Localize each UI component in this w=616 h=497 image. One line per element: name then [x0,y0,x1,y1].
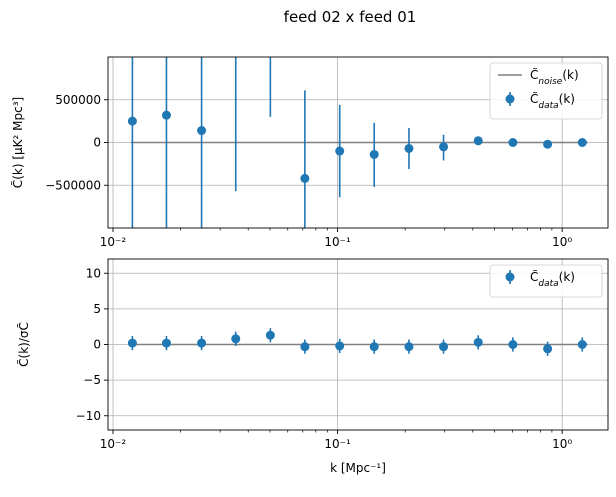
y-tick-label: 0 [93,338,101,352]
data-point [543,139,553,149]
x-tick-label: 10⁻² [100,437,127,451]
data-point [404,143,414,153]
data-point [161,110,171,120]
legend-data-swatch-dot [505,272,515,282]
data-point [577,340,587,349]
data-point [231,334,241,344]
data-point [508,138,518,147]
bottom-legend: C̃data(k) [489,264,603,298]
data-point [197,338,207,348]
legend-box [489,62,603,120]
legend-label: C̃data(k) [530,92,575,111]
bottom-x-label: k [Mpc⁻¹] [330,461,386,475]
y-tick-label: −500000 [45,178,101,192]
top-legend: C̃noise(k) C̃data(k) [489,62,603,120]
bottom-y-label: C̃(k)/σC̃ [17,322,31,367]
top-series [127,57,588,228]
y-tick-label: 0 [93,136,101,150]
bottom-panel: 10⁻² 10⁻¹ 10⁰ −10 −5 0 5 10 C̃(k)/σC̃ k [Mpc⁻¹… [17,258,609,475]
legend-data-swatch-dot [505,94,515,104]
top-x-ticks: 10⁻² 10⁻¹ 10⁰ [100,228,572,249]
data-point [127,116,137,126]
figure-title: feed 02 x feed 01 [284,8,417,26]
y-tick-label: −5 [83,373,101,387]
data-point [577,138,587,147]
y-tick-label: 5 [93,302,101,316]
bottom-x-ticks: 10⁻² 10⁻¹ 10⁰ [100,430,572,451]
x-tick-label: 10⁻¹ [324,235,351,249]
data-point [439,142,449,152]
legend-label: C̃data(k) [530,270,575,289]
legend-box [489,264,603,298]
x-tick-label: 10⁻¹ [324,437,351,451]
y-tick-label: 10 [86,266,101,280]
data-point [369,149,379,159]
data-point [265,330,275,340]
x-tick-label: 10⁰ [552,437,572,451]
y-tick-label: 500000 [55,93,101,107]
top-y-ticks: −500000 0 500000 [45,93,108,192]
bottom-y-ticks: −10 −5 0 5 10 [76,266,108,423]
x-tick-label: 10⁰ [552,235,572,249]
bottom-series [127,328,588,356]
data-point [404,342,414,352]
data-point [508,340,518,349]
data-point [161,338,171,348]
x-tick-label: 10⁻² [100,235,127,249]
top-y-label: C̃(k) [μK² Mpc³] [11,97,25,188]
data-point [439,342,449,352]
data-point [543,344,553,354]
top-panel: 10⁻² 10⁻¹ 10⁰ −500000 0 500000 C̃(k) [μK² Mp… [11,56,609,249]
data-point [300,342,310,352]
data-point [300,173,310,183]
legend-label: C̃noise(k) [530,68,579,87]
data-point [473,337,483,347]
data-point [197,126,207,136]
y-tick-label: −10 [76,409,101,423]
data-point [335,146,345,156]
data-point [335,341,345,351]
data-point [473,136,483,146]
data-point [127,338,137,348]
data-point [369,342,379,352]
